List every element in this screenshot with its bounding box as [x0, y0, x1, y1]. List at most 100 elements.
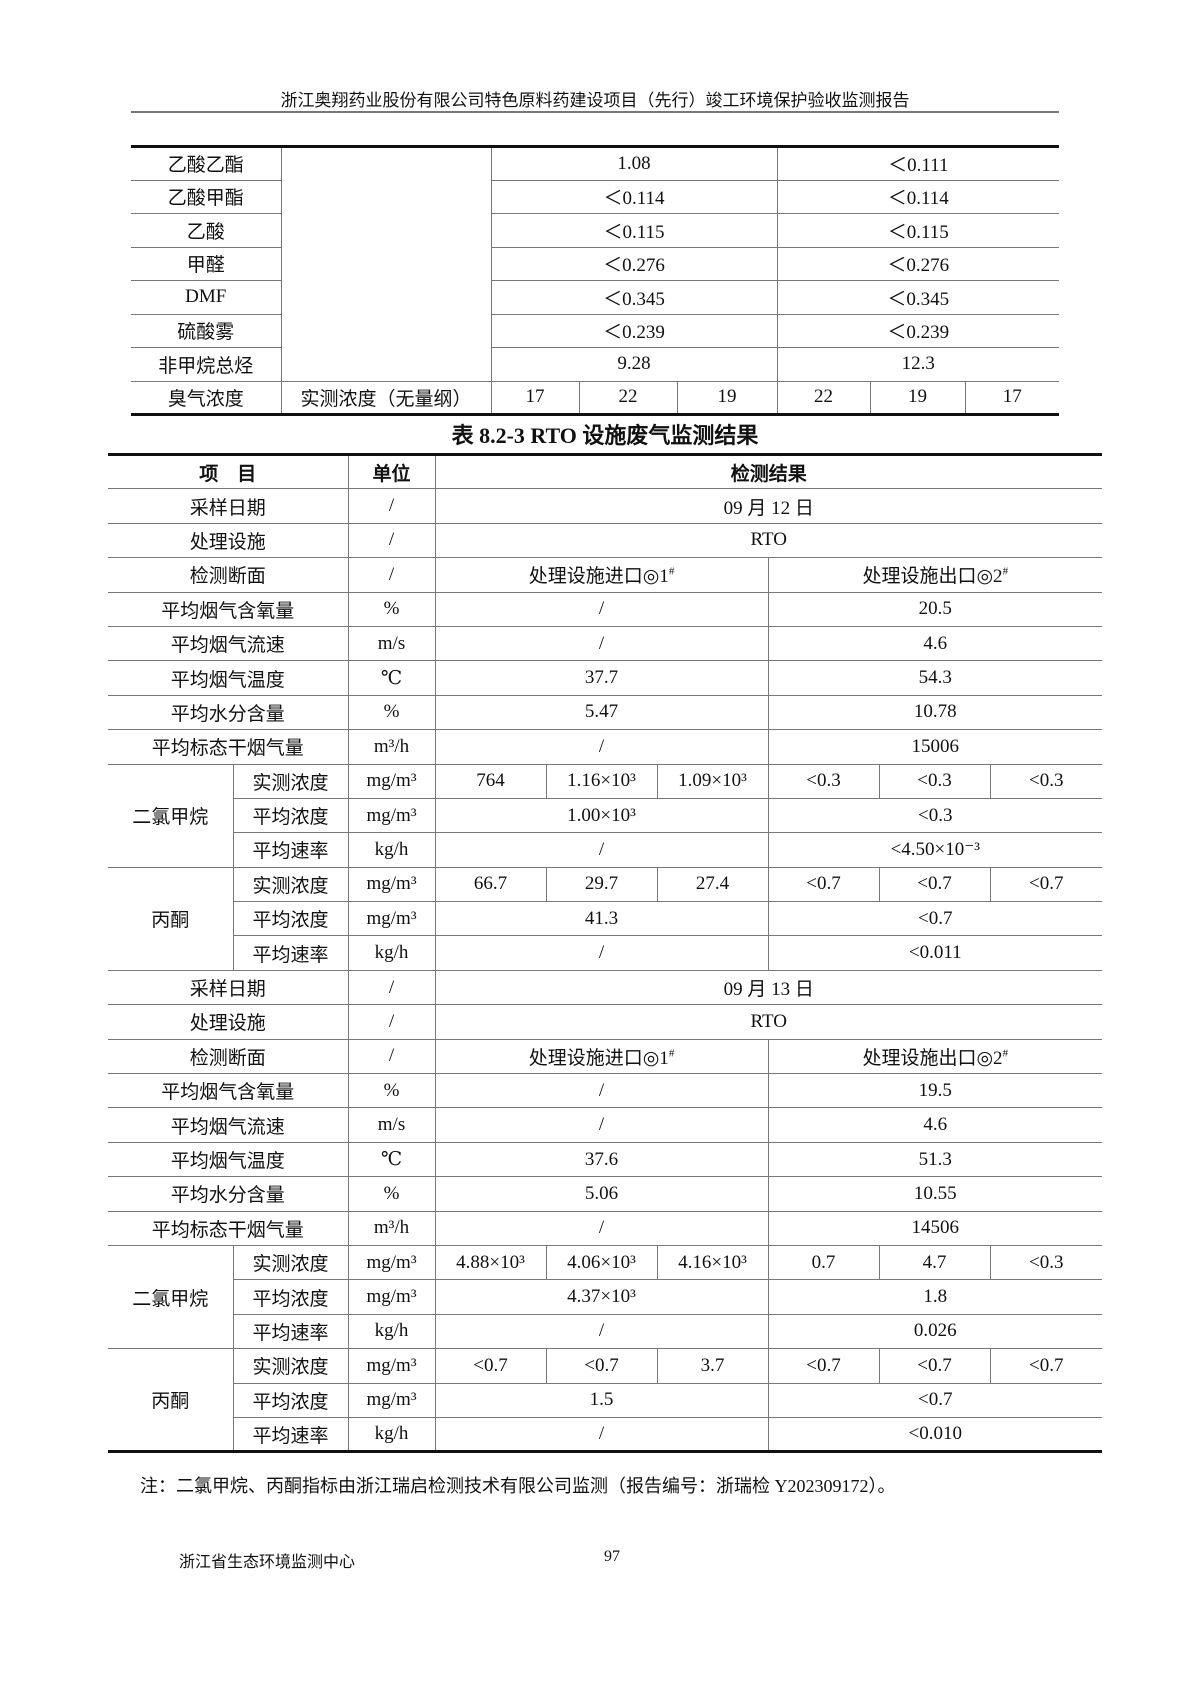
param-name: 平均烟气流速: [108, 625, 349, 662]
metric-label: 平均浓度: [233, 1279, 349, 1315]
table-row: 平均烟气温度 ℃ 37.6 51.3: [108, 1141, 1103, 1178]
outlet-value: 10.78: [767, 694, 1103, 731]
outlet-value: 19.5: [767, 1073, 1103, 1109]
value-cell: ＜0.345: [776, 280, 1060, 315]
inlet-value: /: [434, 1107, 769, 1143]
measured-value: <0.7: [767, 1348, 880, 1384]
inlet-value: /: [434, 625, 769, 662]
param-name: 平均水分含量: [108, 694, 349, 731]
value-cell: 22: [578, 380, 678, 415]
value-cell: 9.28: [490, 347, 778, 382]
pollutant-name: 丙酮: [108, 1348, 234, 1453]
outlet-value: <4.50×10⁻³: [767, 832, 1103, 868]
metric-label: 平均速率: [233, 1313, 349, 1350]
unit-cell: m/s: [347, 625, 436, 662]
unit-cell: /: [347, 488, 436, 524]
unit-cell: mg/m³: [347, 866, 436, 903]
outlet-value: 51.3: [767, 1141, 1103, 1178]
facility-value: RTO: [434, 522, 1103, 559]
value-cell: ＜0.276: [776, 246, 1060, 281]
unit-cell: kg/h: [347, 1313, 436, 1350]
param-name: 平均烟气流速: [108, 1107, 349, 1143]
header-unit: 单位: [347, 453, 436, 490]
outlet-value: 54.3: [767, 660, 1103, 696]
table-row: 臭气浓度 实测浓度（无量纲） 17 22 19 22 19 17: [131, 380, 1060, 415]
inlet-value: /: [434, 729, 769, 765]
unit-cell: /: [347, 1004, 436, 1040]
param-name: 平均烟气含氧量: [108, 1073, 349, 1109]
facility-value: RTO: [434, 1004, 1103, 1040]
unit-cell: mg/m³: [347, 1279, 436, 1315]
table-row: 平均浓度 mg/m³ 1.00×10³ <0.3: [108, 797, 1103, 834]
inlet-value: 37.6: [434, 1141, 769, 1178]
measured-value: <0.7: [989, 1348, 1103, 1384]
measured-value: <0.7: [989, 866, 1103, 903]
inlet-value: /: [434, 832, 769, 868]
header-divider: [131, 111, 1059, 113]
value-cell: ＜0.115: [490, 213, 778, 248]
measured-value: 0.7: [767, 1244, 880, 1281]
table-row: 处理设施 / RTO: [108, 1004, 1103, 1040]
metric-label: 平均速率: [233, 1416, 349, 1453]
table-row: 非甲烷总烃 9.28 12.3: [131, 347, 1060, 382]
table-row: 平均烟气流速 m/s/4.6: [108, 625, 1103, 662]
unit-cell: m³/h: [347, 1210, 436, 1246]
table-row: 二氯甲烷 实测浓度 mg/m³ 764 1.16×10³ 1.09×10³ <0.3 <0.3…: [108, 763, 1103, 868]
unit-cell: /: [347, 969, 436, 1006]
sampling-date: 09 月 12 日: [434, 488, 1103, 524]
param-name: 平均标态干烟气量: [108, 729, 349, 765]
item-cell: 硫酸雾: [131, 313, 282, 348]
page-number: 97: [604, 1548, 620, 1565]
inlet-value: 1.5: [434, 1382, 769, 1418]
metric-label: 平均速率: [233, 832, 349, 868]
section-label: 检测断面: [108, 557, 349, 593]
section-inlet-text: 处理设施进口◎1: [528, 1047, 669, 1069]
header-item: 项 目: [108, 453, 349, 490]
footer-organization: 浙江省生态环境监测中心: [179, 1554, 356, 1571]
value-cell: ＜0.114: [490, 179, 778, 214]
value-cell: ＜0.111: [776, 146, 1060, 181]
value-cell: 19: [676, 380, 778, 415]
metric-label: 平均浓度: [233, 797, 349, 834]
value-cell: ＜0.345: [490, 280, 778, 315]
value-cell: 17: [490, 380, 580, 415]
unit-cell: mg/m³: [347, 763, 436, 799]
inlet-value: 41.3: [434, 901, 769, 937]
outlet-value: 0.026: [767, 1313, 1103, 1350]
superscript: #: [1002, 1047, 1009, 1060]
table-row: 硫酸雾 ＜0.239 ＜0.239: [131, 313, 1060, 348]
table-row: 采样日期/09 月 12 日: [108, 488, 1103, 524]
section-label: 检测断面: [108, 1038, 349, 1075]
item-cell: 臭气浓度: [131, 380, 282, 415]
table-row: 丙酮 实测浓度 mg/m³ 66.7 29.7 27.4 <0.7 <0.7 <0.7: [108, 866, 1103, 971]
value-cell: 22: [776, 380, 871, 415]
measured-value: <0.7: [878, 1348, 991, 1384]
unit-cell: mg/m³: [347, 797, 436, 834]
metric-label: 实测浓度: [232, 866, 349, 903]
table-row: 项 目单位 检测结果: [108, 453, 1103, 490]
metric-label: 实测浓度: [232, 763, 349, 799]
facility-label: 处理设施: [108, 522, 349, 559]
inlet-value: /: [434, 1416, 769, 1453]
sampling-date: 09 月 13 日: [434, 969, 1103, 1006]
metric-label: 平均速率: [233, 935, 349, 971]
param-name: 平均水分含量: [108, 1176, 349, 1212]
measured-value: <0.3: [989, 763, 1103, 799]
table-row: 乙酸甲酯 ＜0.114 ＜0.114: [131, 179, 1060, 214]
measured-value: <0.7: [545, 1348, 658, 1384]
value-cell: ＜0.114: [776, 179, 1060, 214]
measured-value: 4.06×10³: [545, 1244, 658, 1281]
inlet-value: /: [434, 591, 769, 627]
measured-value: <0.3: [989, 1244, 1103, 1281]
unit-cell: /: [347, 557, 436, 593]
outlet-value: <0.7: [767, 901, 1103, 937]
outlet-value: 10.55: [767, 1176, 1103, 1212]
table-row: 平均标态干烟气量 m³/h/14506: [108, 1210, 1103, 1246]
item-cell: DMF: [131, 280, 282, 315]
facility-label: 处理设施: [108, 1004, 349, 1040]
value-cell: ＜0.239: [776, 313, 1060, 348]
outlet-value: <0.7: [767, 1382, 1103, 1418]
pollutant-name: 丙酮: [108, 866, 234, 971]
unit-cell: /: [347, 1038, 436, 1075]
unit-cell: %: [347, 1073, 436, 1109]
